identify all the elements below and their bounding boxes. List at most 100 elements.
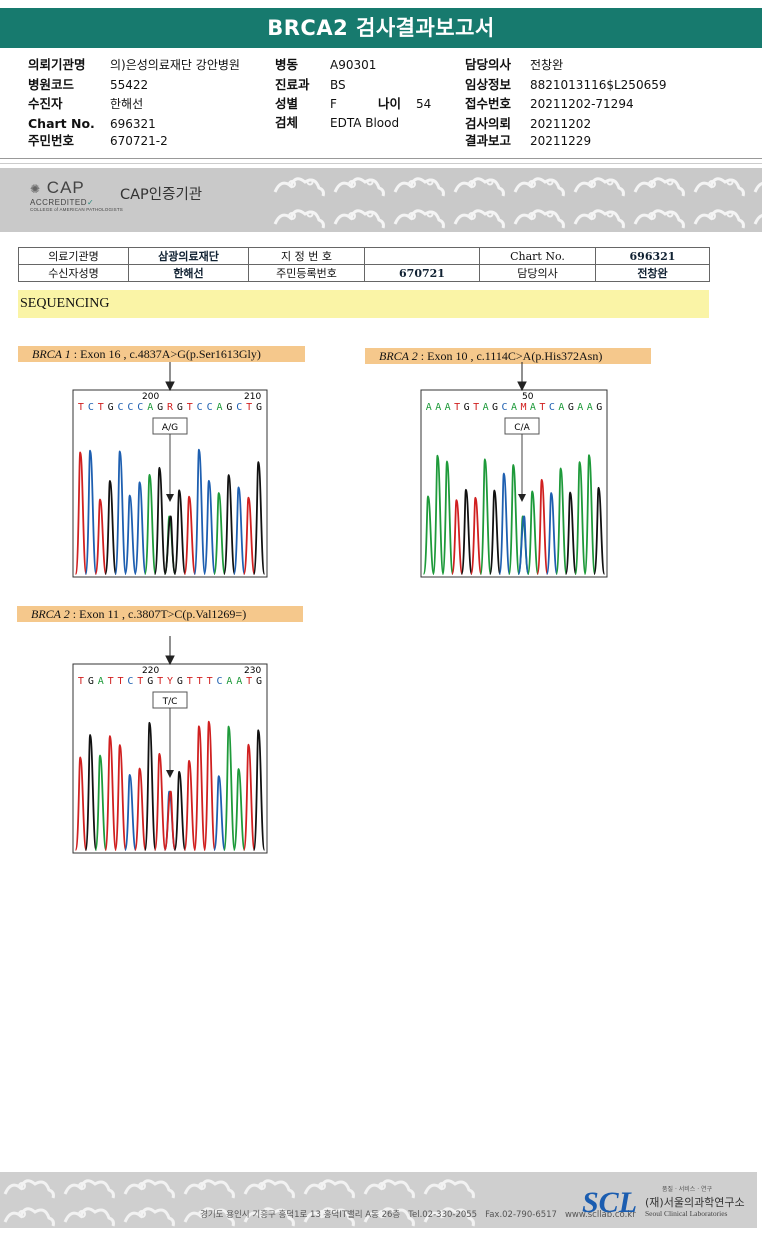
arrow-down-icon <box>165 362 175 392</box>
base-letter: T <box>197 676 203 687</box>
cap-accreditation-band: ✺ CAP ACCREDITED✓ COLLEGE of AMERICAN PA… <box>0 168 762 232</box>
trace-peak <box>74 756 88 851</box>
label-sex: 성별 <box>275 96 299 111</box>
value-specimen: EDTA Blood <box>330 116 400 130</box>
trace-peak <box>213 775 226 851</box>
base-letter: C <box>502 402 508 413</box>
base-letter: A <box>530 402 536 413</box>
base-letter: G <box>157 402 163 413</box>
value-resident-no: 670721-2 <box>110 134 168 148</box>
trace-peak <box>252 729 266 851</box>
label-requesting-institution: 의뢰기관명 <box>28 57 86 72</box>
label-age: 나이 <box>378 96 402 111</box>
web-link[interactable]: www.scllab.co.kr <box>564 1210 636 1220</box>
trace-peak <box>74 451 88 575</box>
trace-peak <box>104 479 117 575</box>
table-row: 수신자성명 한해선 주민등록번호 670721 담당의사 전창완 <box>18 264 710 282</box>
base-letter: T <box>157 676 163 687</box>
base-letter: G <box>108 402 114 413</box>
table-cell: 한해선 <box>128 264 249 282</box>
value-clinical-info: 8821013116$L250659 <box>530 78 667 92</box>
chromatogram-svg: 50A A A T G T A G C A M A T C A G A A GC/A <box>420 362 608 578</box>
trace-peak <box>242 496 256 575</box>
scl-org-name: (재)서울의과학연구소 <box>645 1196 745 1209</box>
base-letter: A <box>577 402 583 413</box>
base-letter: T <box>187 676 193 687</box>
base-letter: T <box>78 676 84 687</box>
base-letter: T <box>207 676 213 687</box>
trace-peak <box>183 495 197 575</box>
trace-peak <box>593 486 606 575</box>
arrow-down-icon <box>165 636 175 666</box>
trace-peak <box>203 720 216 851</box>
base-letter: T <box>78 402 84 413</box>
arrow-down-icon <box>517 362 527 392</box>
label-resident-no: 주민번호 <box>28 133 75 148</box>
trace-peak <box>173 489 187 575</box>
chromatogram-3: 220 230 T G A T T C T G T Y G T T T C A A T G T/C <box>72 636 268 854</box>
footer-address: 경기도 용인시 기흥구 흥덕1로 13 흥덕IT밸리 A동 26층 Tel.02-… <box>200 1208 644 1220</box>
trace-peak <box>232 768 246 851</box>
trace-peak <box>133 767 147 851</box>
trace-peak <box>432 454 445 575</box>
position-start-label: 220 <box>142 666 159 676</box>
trace-peak <box>133 481 147 575</box>
base-letter: A <box>483 402 489 413</box>
value-age: 54 <box>416 97 432 111</box>
base-letter: G <box>226 402 232 413</box>
base-letter: A <box>226 676 232 687</box>
position-end-label: 230 <box>244 666 261 676</box>
check-icon: ✓ <box>87 198 95 207</box>
table-cell: 의료기관명 <box>18 247 129 265</box>
label-clinical-info: 임상정보 <box>465 77 512 92</box>
trace-peak <box>203 479 216 575</box>
base-letter: T <box>539 402 545 413</box>
trace-peak <box>143 473 157 575</box>
base-letter: T <box>473 402 479 413</box>
value-patient: 한해선 <box>110 97 144 111</box>
label-chart-no: Chart No. <box>28 116 95 131</box>
trace-peak <box>545 492 558 575</box>
table-cell: 전창완 <box>595 264 710 282</box>
trace-peak <box>252 461 266 575</box>
base-letter: G <box>177 676 183 687</box>
base-letter: T <box>137 676 143 687</box>
variant-label-2: BRCA 2 : Exon 10 , c.1114C>A(p.His372Asn… <box>365 348 651 364</box>
trace-peak <box>193 725 207 851</box>
trace-peak <box>470 496 483 575</box>
trace-peak <box>124 494 137 575</box>
cap-cert-text: CAP인증기관 <box>120 187 203 203</box>
table-cell: 주민등록번호 <box>248 264 365 282</box>
scl-tagline: 품질 · 서비스 · 연구 <box>662 1186 713 1193</box>
trace-peak <box>94 754 108 851</box>
variant-text: : Exon 16 , c.4837A>G(p.Ser1613Gly) <box>70 347 261 361</box>
cap-logo: ✺ CAP ACCREDITED✓ COLLEGE of AMERICAN PA… <box>30 178 123 212</box>
trace-peak <box>242 743 256 851</box>
position-start-label: 50 <box>522 392 534 402</box>
base-letter: C <box>216 676 222 687</box>
value-ward: A90301 <box>330 58 377 72</box>
tel-text: Tel.02-330-2055 <box>408 1210 478 1220</box>
base-letter: G <box>464 402 470 413</box>
base-letter: Y <box>167 676 173 687</box>
variant-gene: BRCA 2 <box>379 349 418 363</box>
variant-label-1: BRCA 1 : Exon 16 , c.4837A>G(p.Ser1613Gl… <box>18 346 305 362</box>
trace-peak <box>84 449 98 575</box>
value-receipt-no: 20211202-71294 <box>530 97 634 111</box>
variant-gene: BRCA 1 <box>32 347 71 361</box>
base-letter: G <box>596 402 602 413</box>
zygosity-label: T/C <box>162 697 178 707</box>
trace-peak <box>114 450 127 575</box>
base-letter: C <box>137 402 143 413</box>
trace-peak <box>232 486 246 575</box>
table-cell: 지 정 번 호 <box>248 247 365 265</box>
value-request-date: 20211202 <box>530 117 592 131</box>
base-letter: T <box>246 402 252 413</box>
base-letter: A <box>98 676 104 687</box>
value-hospital-code: 55422 <box>110 78 149 92</box>
table-cell: 담당의사 <box>479 264 596 282</box>
report-title: BRCA2 검사결과보고서 <box>0 8 762 48</box>
trace-peak <box>193 448 207 575</box>
trace-peak <box>507 463 521 575</box>
